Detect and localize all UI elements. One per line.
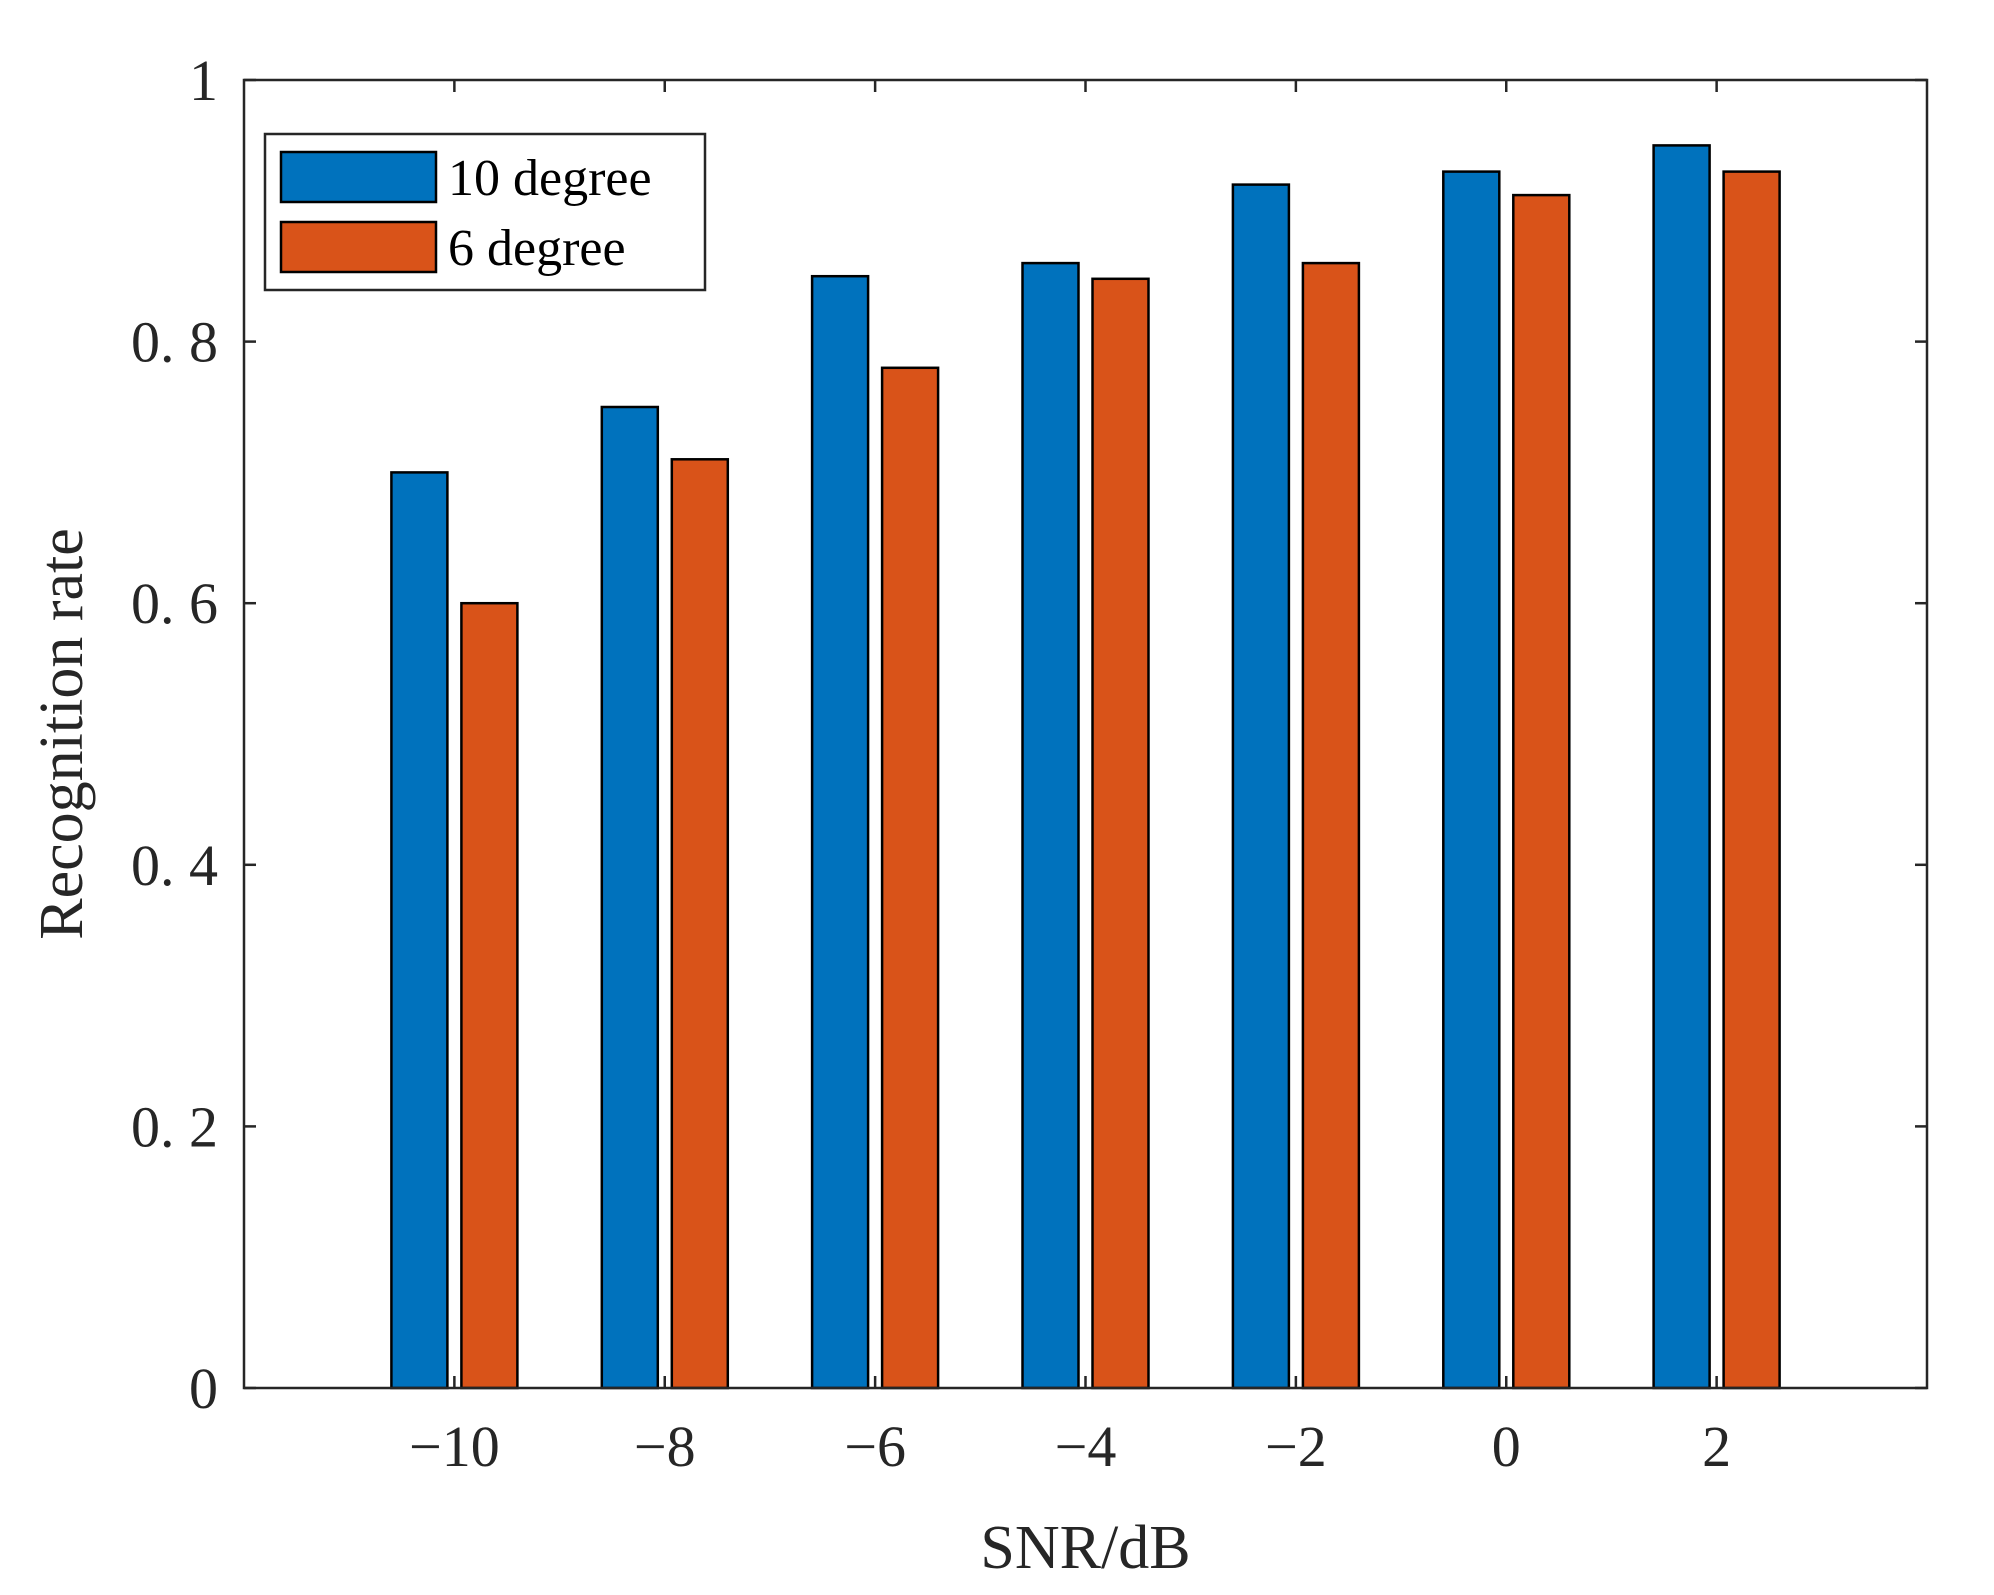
legend-label-0: 10 degree (448, 150, 652, 207)
y-tick-label: 0. 8 (131, 310, 218, 375)
y-tick-label: 0. 4 (131, 833, 218, 898)
bar-series2-1 (670, 458, 730, 1390)
y-tick-label: 0. 2 (131, 1094, 218, 1159)
bar-series2-5 (1512, 193, 1571, 1390)
x-tick-label: 0 (1492, 1414, 1521, 1479)
bar-series2-2 (880, 366, 940, 1390)
bar-series2-6 (1722, 170, 1781, 1390)
bar-series1-1 (600, 405, 660, 1390)
x-tick-label: −2 (1265, 1414, 1327, 1479)
x-tick-label: −6 (844, 1414, 906, 1479)
bar-series1-3 (1021, 261, 1080, 1390)
legend: 10 degree 6 degree (263, 132, 707, 292)
bar-series1-2 (810, 274, 870, 1390)
bar-series1-0 (390, 471, 449, 1390)
ticks-layer: −10 −8 −6 −4 −2 0 2 0 0. 2 0. 4 0. 6 0. 8 1 (131, 48, 1927, 1479)
x-tick-label: 2 (1702, 1414, 1731, 1479)
bar-series2-0 (460, 601, 519, 1390)
bars-layer (390, 144, 1781, 1390)
bar-series1-5 (1442, 170, 1501, 1390)
x-tick-label: −8 (634, 1414, 696, 1479)
bar-series2-3 (1091, 277, 1150, 1390)
y-tick-label: 0. 6 (131, 571, 218, 636)
bar-series2-4 (1301, 261, 1361, 1390)
y-tick-label: 1 (189, 48, 218, 113)
legend-swatch-0 (279, 150, 438, 204)
y-axis-title: Recognition rate (28, 528, 96, 939)
bar-series1-6 (1652, 144, 1711, 1390)
y-tick-label: 0 (189, 1356, 218, 1421)
x-tick-label: −4 (1055, 1414, 1117, 1479)
legend-label-1: 6 degree (448, 220, 626, 277)
legend-swatch-1 (279, 220, 438, 274)
bar-series1-4 (1231, 183, 1291, 1390)
x-tick-label: −10 (409, 1414, 500, 1479)
x-axis-title: SNR/dB (980, 1514, 1190, 1582)
